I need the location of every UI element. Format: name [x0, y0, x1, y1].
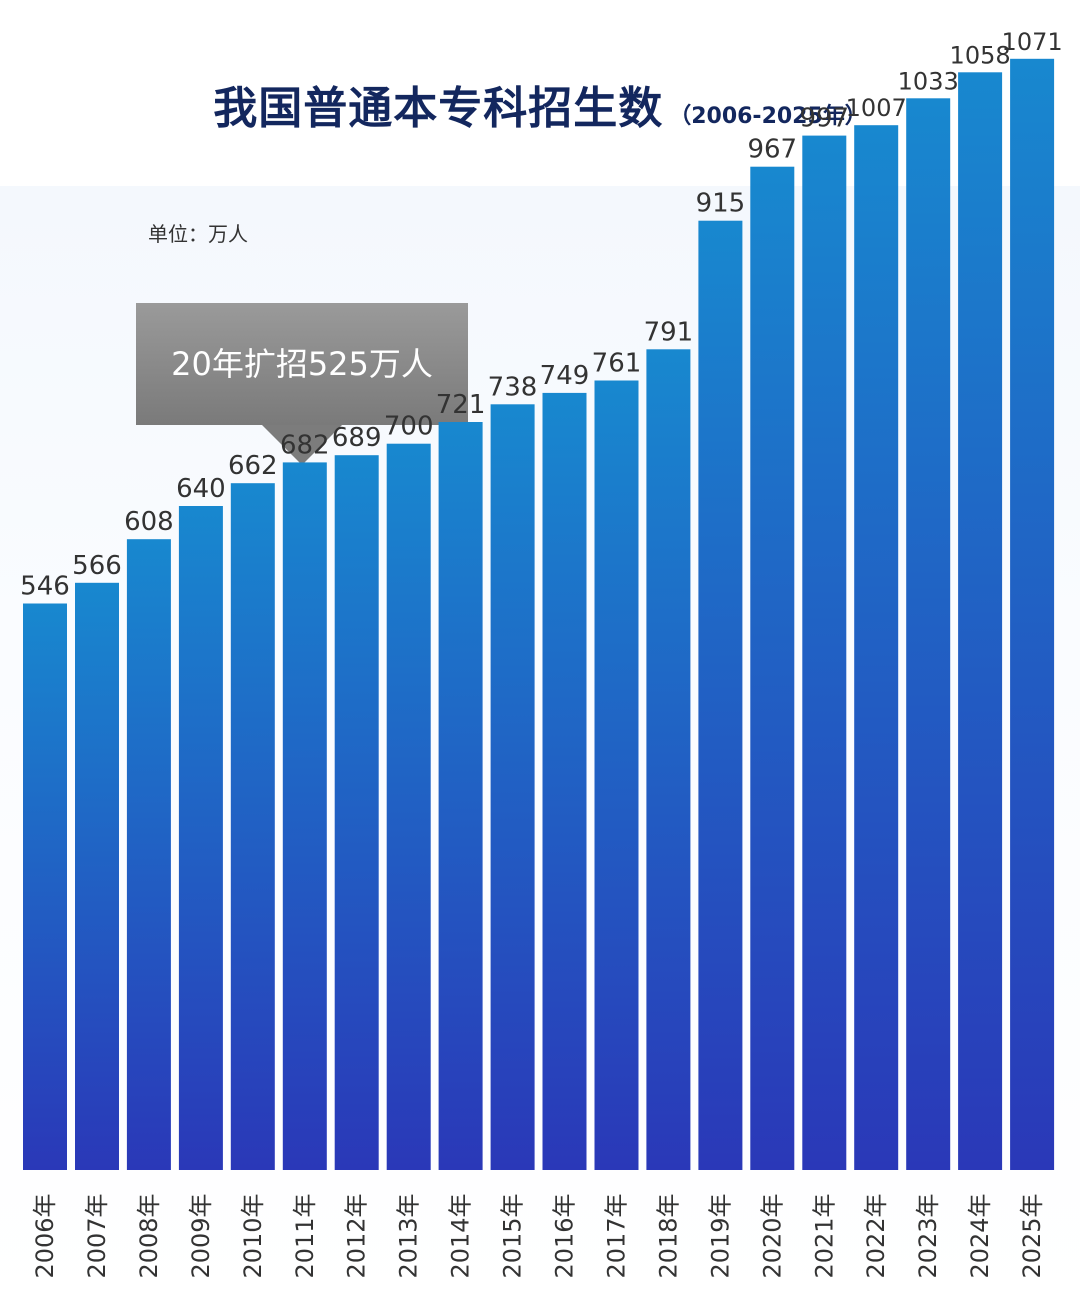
bar-2023年: [906, 98, 951, 1170]
x-tick-label: 2020年: [758, 1193, 786, 1278]
bar-2011年: [282, 462, 327, 1170]
value-label: 640: [176, 474, 226, 504]
bar-2008年: [126, 539, 171, 1170]
bar-2017年: [594, 380, 639, 1170]
value-label: 738: [488, 372, 538, 402]
value-label: 700: [384, 412, 434, 442]
value-label: 566: [72, 551, 122, 581]
value-label: 1007: [846, 94, 907, 122]
callout-box: 20年扩招525万人: [136, 303, 468, 425]
chart-subtitle: （2006-2025年）: [669, 104, 867, 129]
x-tick-labels-group: 2006年 2007年 2008年 2009年 2010年 2011年 2012年 2013年…: [31, 1193, 1046, 1278]
bar-2024年: [958, 72, 1003, 1170]
x-tick-label: 2009年: [187, 1193, 215, 1278]
value-label: 689: [332, 423, 382, 453]
x-tick-label: 2021年: [810, 1193, 838, 1278]
x-tick-label: 2006年: [31, 1193, 59, 1278]
value-label: 915: [696, 189, 746, 219]
value-label: 721: [436, 390, 486, 420]
x-tick-label: 2019年: [706, 1193, 734, 1278]
bar-2014年: [438, 422, 483, 1170]
x-tick-label: 2011年: [291, 1193, 319, 1278]
x-tick-label: 2015年: [499, 1193, 527, 1278]
x-tick-label: 2008年: [135, 1193, 163, 1278]
x-tick-label: 2024年: [966, 1193, 994, 1278]
x-tick-label: 2023年: [914, 1193, 942, 1278]
bar-2007年: [75, 582, 119, 1170]
x-tick-label: 2010年: [239, 1193, 267, 1278]
value-label: 761: [592, 349, 642, 379]
bar-2013年: [386, 443, 431, 1170]
bar-2006年: [23, 603, 67, 1170]
x-tick-label: 2014年: [447, 1193, 475, 1278]
bars-group: [23, 58, 1055, 1171]
bar-2012年: [334, 455, 379, 1170]
value-label: 749: [540, 361, 590, 391]
callout-pointer: [262, 425, 342, 465]
bar-2025年: [1010, 58, 1055, 1170]
chart-title-block: 我国普通本专科招生数 （2006-2025年）: [0, 72, 1080, 136]
x-tick-label: 2012年: [343, 1193, 371, 1278]
chart-title: 我国普通本专科招生数: [213, 83, 664, 134]
value-label: 662: [228, 451, 278, 481]
bar-2020年: [750, 166, 795, 1170]
bar-2015年: [490, 404, 535, 1170]
bar-2022年: [854, 125, 899, 1171]
bar-2016年: [542, 392, 587, 1170]
value-label: 997: [799, 104, 849, 134]
x-tick-label: 2018年: [654, 1193, 682, 1278]
bar-2018年: [646, 349, 691, 1170]
x-tick-label: 2025年: [1018, 1193, 1046, 1278]
value-label: 1071: [1002, 28, 1063, 56]
x-tick-label: 2016年: [551, 1193, 579, 1278]
value-label: 546: [20, 572, 70, 602]
x-tick-label: 2017年: [603, 1193, 631, 1278]
x-tick-label: 2022年: [862, 1193, 890, 1278]
bar-2010年: [230, 483, 275, 1170]
bar-2009年: [178, 506, 223, 1170]
value-label: 682: [280, 430, 330, 460]
value-label: 791: [644, 317, 694, 347]
bar-2021年: [802, 135, 847, 1171]
value-label: 608: [124, 507, 174, 537]
x-tick-label: 2013年: [395, 1193, 423, 1278]
unit-label: 单位：万人: [148, 222, 248, 246]
x-tick-label: 2007年: [83, 1193, 111, 1278]
value-label: 967: [747, 135, 797, 165]
bar-2019年: [698, 220, 743, 1170]
value-label: 1033: [898, 67, 959, 95]
value-label: 1058: [950, 41, 1011, 69]
